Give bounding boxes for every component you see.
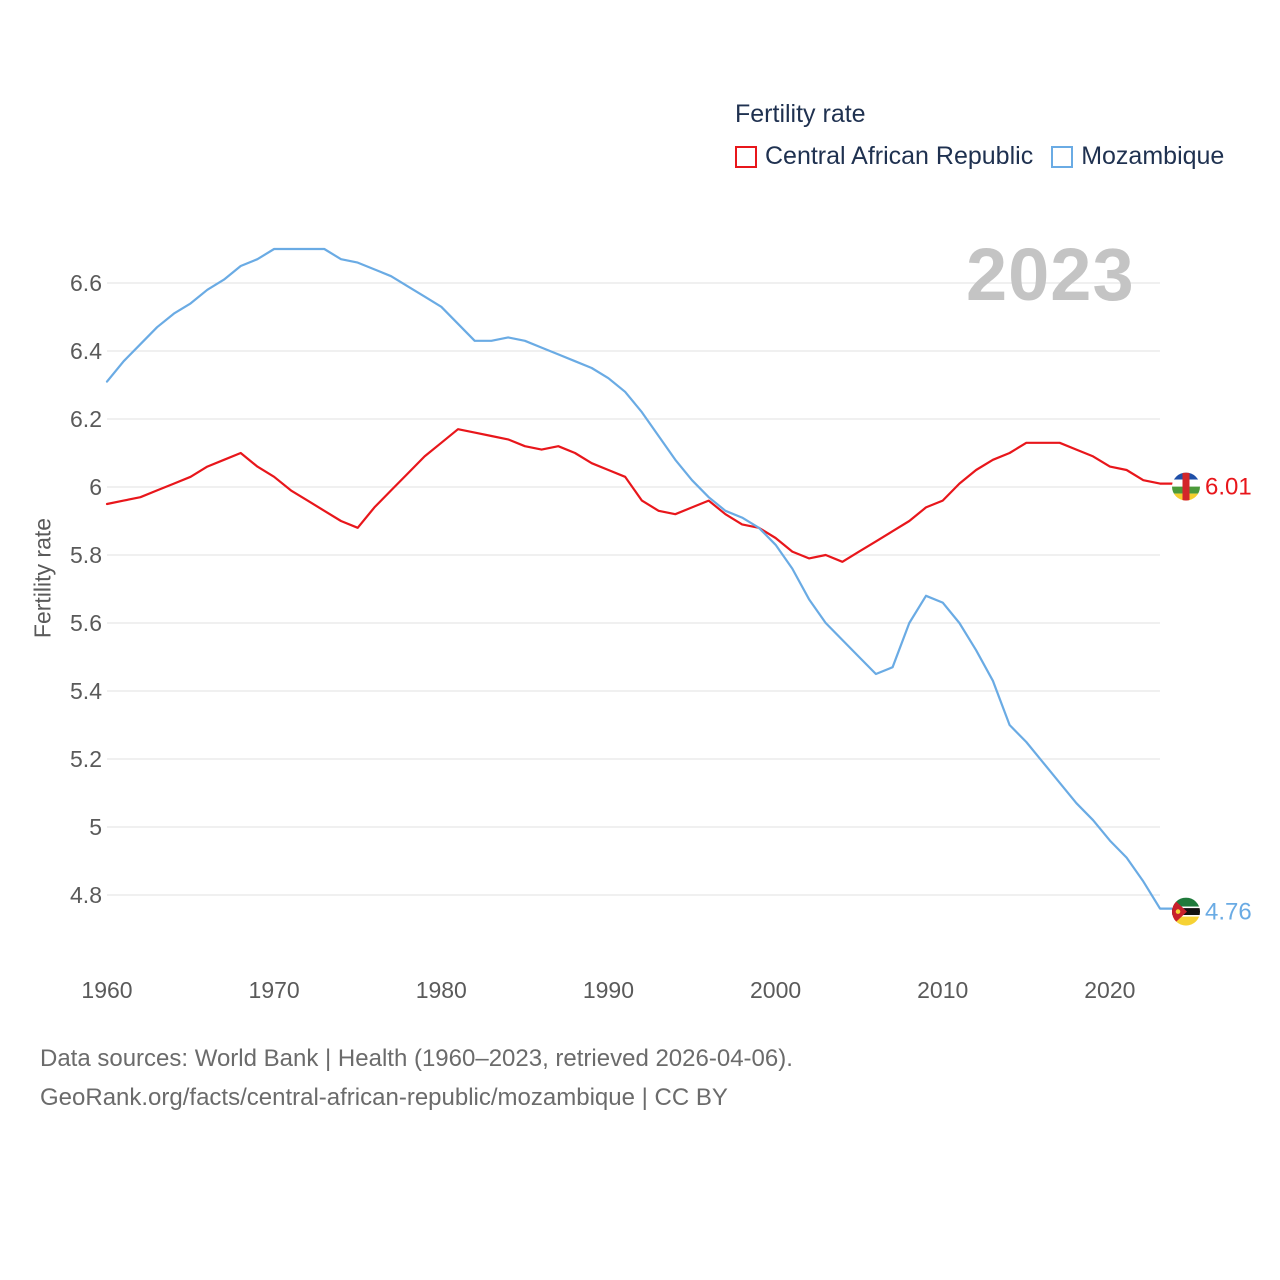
series-end-markers: 6.01 4.76: [1172, 472, 1252, 926]
y-tick-label: 4.8: [70, 882, 102, 908]
year-watermark: 2023: [966, 233, 1135, 316]
legend: Central African Republic Mozambique: [735, 142, 1242, 171]
x-axis-ticks: 1960 1970 1980 1990 2000 2010 2020: [81, 977, 1135, 1003]
mozambique-flag-icon: [1172, 897, 1200, 926]
y-tick-label: 5.4: [70, 678, 102, 704]
y-tick-label: 6.4: [70, 338, 102, 364]
y-axis-label: Fertility rate: [29, 517, 56, 639]
x-tick-label: 1980: [416, 977, 467, 1003]
y-tick-label: 5.2: [70, 746, 102, 772]
y-tick-label: 6.2: [70, 406, 102, 432]
x-tick-label: 1970: [249, 977, 300, 1003]
footer-attribution: GeoRank.org/facts/central-african-republ…: [40, 1084, 728, 1111]
series-line-mozambique[interactable]: [105, 247, 1174, 910]
series-lines: [105, 247, 1174, 910]
y-axis-ticks: 4.8 5 5.2 5.4 5.6 5.8 6 6.2 6.4 6.6: [70, 270, 102, 908]
y-tick-label: 5.6: [70, 610, 102, 636]
x-tick-label: 2000: [750, 977, 801, 1003]
footer-sources: Data sources: World Bank | Health (1960–…: [40, 1045, 793, 1072]
legend-item-central-african-republic[interactable]: Central African Republic: [735, 142, 1033, 171]
legend-swatch-central-african-republic: [735, 145, 757, 168]
y-tick-label: 6: [89, 474, 102, 500]
x-tick-label: 2020: [1084, 977, 1135, 1003]
y-tick-label: 5.8: [70, 542, 102, 568]
series-end-label: 4.76: [1205, 899, 1252, 926]
legend-label-mozambique: Mozambique: [1081, 142, 1225, 170]
legend-title: Fertility rate: [735, 100, 866, 128]
legend-label-central-african-republic: Central African Republic: [765, 142, 1034, 170]
legend-item-mozambique[interactable]: Mozambique: [1051, 142, 1224, 171]
y-tick-label: 5: [89, 814, 102, 840]
central-african-republic-flag-icon: [1172, 472, 1200, 501]
x-tick-label: 1990: [583, 977, 634, 1003]
series-line-central-african-republic[interactable]: [105, 428, 1174, 563]
grid: [107, 282, 1160, 896]
series-end-label: 6.01: [1205, 474, 1252, 501]
legend-swatch-mozambique: [1051, 145, 1074, 168]
x-tick-label: 1960: [81, 977, 132, 1003]
x-tick-label: 2010: [917, 977, 968, 1003]
y-tick-label: 6.6: [70, 270, 102, 296]
